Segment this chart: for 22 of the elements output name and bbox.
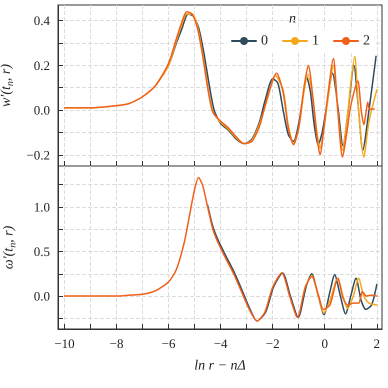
y-tick-label: 0.4 bbox=[34, 13, 50, 28]
x-tick-label: −4 bbox=[214, 336, 228, 351]
y-tick-label: 1.0 bbox=[34, 199, 50, 214]
x-tick-label: −6 bbox=[162, 336, 176, 351]
x-tick-label: −10 bbox=[54, 336, 75, 351]
x-tick-label: 2 bbox=[374, 336, 380, 351]
x-axis-title: ln r − nΔ bbox=[194, 358, 246, 374]
y-axis-title: ω′(tn, r) bbox=[2, 225, 18, 270]
y-axis-title: w′(tn, r) bbox=[0, 64, 16, 108]
y-tick-label: 0.2 bbox=[34, 58, 50, 73]
y-tick-label: 0.0 bbox=[34, 102, 50, 118]
x-tick-label: −8 bbox=[110, 336, 124, 351]
y-tick-label: 0.5 bbox=[34, 244, 50, 260]
x-tick-label: −2 bbox=[266, 336, 280, 351]
legend-label: 0 bbox=[261, 34, 268, 48]
y-tick-label: 0.0 bbox=[34, 288, 50, 304]
legend-label: 1 bbox=[312, 34, 319, 48]
line-series bbox=[64, 176, 378, 322]
legend-label: 2 bbox=[363, 34, 370, 48]
x-tick-label: 0 bbox=[321, 336, 328, 351]
y-tick-label: −0.2 bbox=[26, 147, 50, 162]
line-series bbox=[206, 204, 378, 322]
